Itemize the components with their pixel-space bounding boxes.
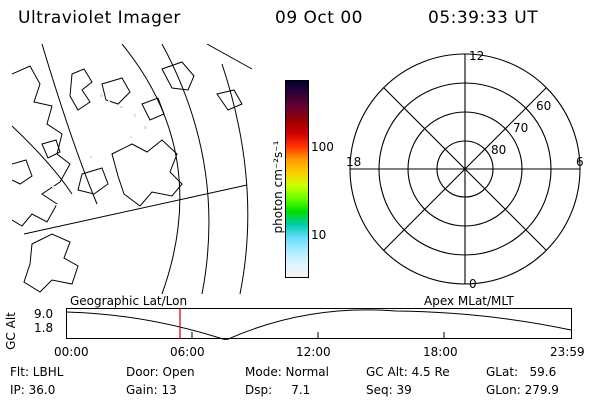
seq-info: Seq: 39 — [366, 383, 412, 397]
coastline — [12, 65, 71, 227]
coastline — [23, 233, 79, 293]
flt-info: Flt: LBHL — [10, 365, 64, 379]
coastline — [111, 139, 183, 207]
x-tick-1800: 18:00 — [423, 345, 458, 359]
altitude-track-plot — [66, 308, 572, 340]
x-tick-1200: 12:00 — [296, 345, 331, 359]
mlt-label-6: 6 — [576, 155, 584, 169]
glon-info: GLon: 279.9 — [486, 383, 559, 397]
ip-info: IP: 36.0 — [10, 383, 56, 397]
gain-info: Gain: 13 — [126, 383, 177, 397]
coastline — [161, 61, 195, 91]
dsp-info: Dsp: 7.1 — [245, 383, 311, 397]
lat-label-80: 80 — [491, 143, 506, 157]
colorbar-gradient — [286, 81, 308, 277]
mlt-label-12: 12 — [469, 49, 484, 63]
instrument-title: Ultraviolet Imager — [18, 8, 181, 28]
time-label: 05:39:33 UT — [428, 8, 539, 28]
x-tick-2359: 23:59 — [550, 345, 585, 359]
gc-alt-axis-label: GC Alt — [3, 312, 18, 350]
door-info: Door: Open — [126, 365, 195, 379]
coastline — [69, 68, 93, 111]
mode-info: Mode: Normal — [245, 365, 329, 379]
emission-speckle — [52, 94, 147, 206]
lon-grid-line — [23, 184, 248, 235]
gc-alt-info: GC Alt: 4.5 Re — [366, 365, 450, 379]
intensity-colorbar — [285, 80, 309, 278]
colorbar-unit-label: photon cm⁻²s⁻¹ — [271, 140, 285, 234]
mlt-label-0: 0 — [469, 277, 477, 291]
x-tick-0000: 00:00 — [54, 345, 89, 359]
lon-grid-line — [206, 44, 253, 70]
geographic-map — [12, 44, 253, 294]
altitude-curve — [66, 309, 572, 340]
x-tick-0600: 06:00 — [170, 345, 205, 359]
date-label: 09 Oct 00 — [275, 8, 363, 28]
lat-grid-line — [221, 63, 249, 294]
lat-grid-line — [12, 125, 73, 195]
geographic-panel-label: Geographic Lat/Lon — [70, 294, 188, 308]
coastline — [141, 97, 165, 121]
alt-y-min: 1.8 — [34, 321, 54, 335]
mlt-label-18: 18 — [346, 155, 361, 169]
alt-y-max: 9.0 — [34, 307, 54, 321]
mlt-meridian — [383, 87, 547, 251]
lat-grid-line — [161, 44, 210, 294]
lat-grid-line — [41, 44, 98, 205]
coastline — [77, 167, 109, 195]
lat-grid-line — [121, 44, 181, 294]
coastline — [12, 159, 33, 185]
colorbar-tick-10: 10 — [311, 228, 327, 242]
coastline — [216, 89, 243, 111]
lat-label-60: 60 — [536, 99, 551, 113]
apex-panel-label: Apex MLat/MLT — [424, 294, 514, 308]
polar-mlat-mlt-grid: 12 18 6 0 60 70 80 — [346, 49, 584, 291]
lat-label-70: 70 — [513, 121, 528, 135]
coastline — [101, 77, 131, 105]
coastline — [41, 139, 61, 159]
glat-info: GLat: 59.6 — [486, 365, 557, 379]
colorbar-tick-100: 100 — [311, 140, 334, 154]
